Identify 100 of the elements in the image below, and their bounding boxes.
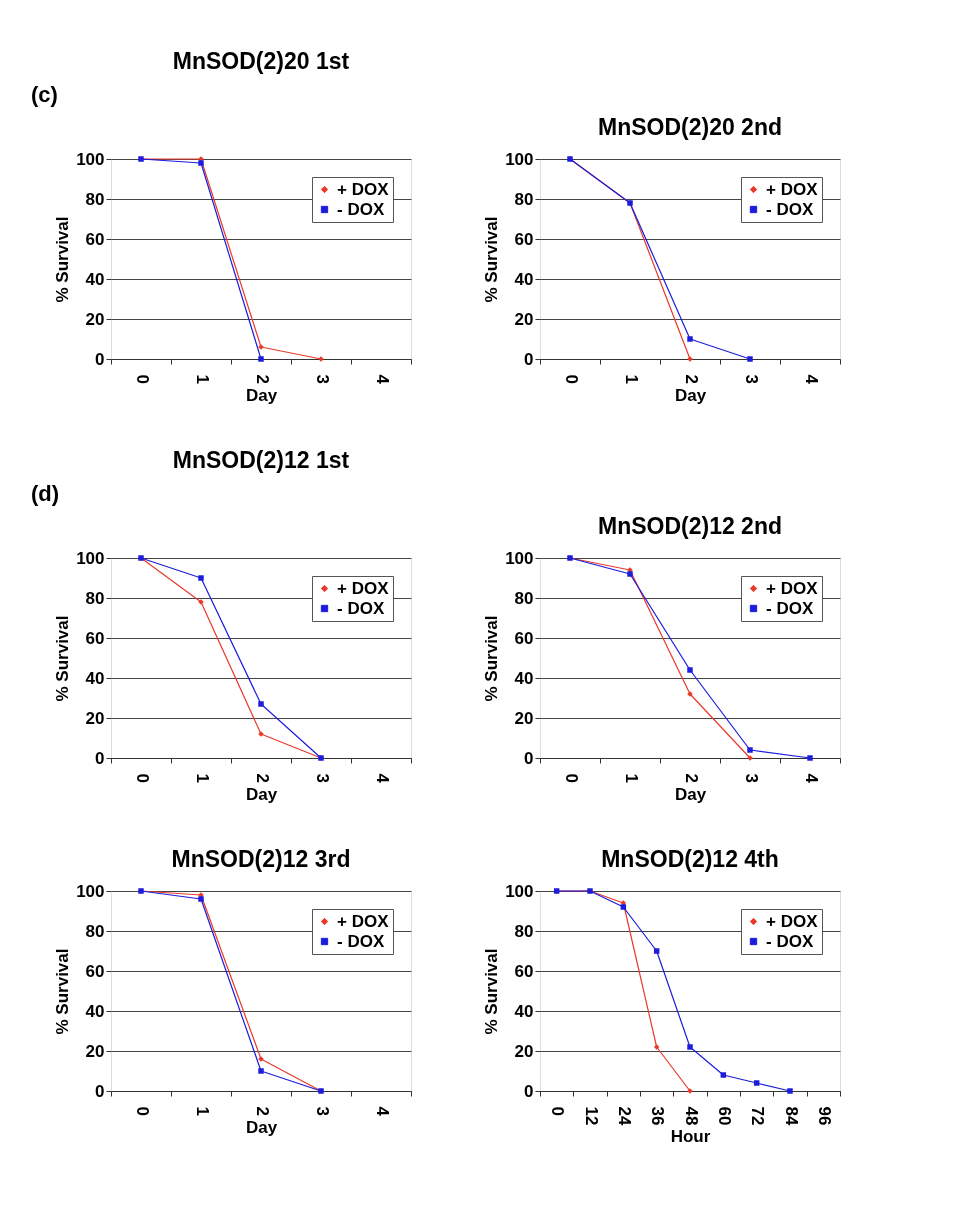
x-tick-label: 3 [312, 374, 332, 384]
y-tick-label: 80 [85, 189, 105, 209]
y-tick-label: 60 [85, 961, 105, 981]
x-tick-label: 36 [648, 1106, 668, 1126]
y-tick-label: 100 [76, 881, 105, 901]
y-tick-label: 20 [514, 708, 534, 728]
x-axis-title: Day [245, 1117, 278, 1137]
text: (d) [31, 481, 60, 506]
x-tick-label: 2 [681, 374, 701, 384]
y-axis-title: % Survival [482, 615, 502, 702]
y-tick-label: 0 [524, 349, 534, 369]
y-tick-label: 80 [514, 189, 534, 209]
point [198, 160, 204, 166]
legend-label: + DOX [766, 179, 819, 199]
point [198, 896, 204, 902]
legend-label: - DOX [766, 199, 814, 219]
y-tick-label: 0 [524, 1081, 534, 1101]
y-tick-label: 60 [514, 229, 534, 249]
x-tick-label: 3 [741, 374, 761, 384]
y-tick-label: 40 [85, 269, 105, 289]
chart-title: MnSOD(2)12 3rd [171, 846, 351, 872]
point [627, 571, 633, 577]
y-tick-label: 40 [85, 668, 105, 688]
x-tick-label: 12 [581, 1106, 601, 1126]
point [787, 1088, 793, 1094]
point [687, 336, 693, 342]
y-tick-label: 0 [524, 748, 534, 768]
x-tick-label: 1 [621, 374, 641, 384]
x-tick-label: 96 [814, 1106, 834, 1126]
point [753, 1080, 760, 1086]
chart-title: MnSOD(2)20 1st [172, 48, 350, 74]
y-tick-label: 40 [514, 269, 534, 289]
y-tick-label: 80 [514, 921, 534, 941]
text: (c) [31, 82, 58, 107]
y-tick-label: 20 [514, 1041, 534, 1061]
chart-title: MnSOD(2)12 4th [601, 846, 779, 872]
y-axis-title: % Survival [53, 615, 73, 702]
legend-label: - DOX [337, 931, 385, 951]
y-tick-label: 100 [76, 149, 105, 169]
y-axis-title: % Survival [482, 948, 502, 1035]
y-tick-label: 80 [514, 588, 534, 608]
x-axis-title: Day [674, 784, 707, 804]
x-tick-label: 60 [714, 1106, 734, 1126]
chart-title: MnSOD(2)20 2nd [597, 114, 783, 140]
x-axis-title: Day [674, 385, 707, 405]
y-axis-title: % Survival [482, 216, 502, 303]
point [653, 1044, 660, 1050]
x-tick-label: 1 [192, 1106, 212, 1116]
x-tick-label: 48 [681, 1106, 701, 1126]
point [198, 575, 204, 581]
x-tick-label: 72 [748, 1106, 768, 1126]
y-tick-label: 60 [514, 628, 534, 648]
point [687, 667, 693, 673]
legend-label: - DOX [766, 931, 814, 951]
x-tick-label: 2 [681, 773, 701, 783]
x-tick-label: 0 [132, 773, 152, 783]
y-tick-label: 100 [505, 548, 534, 568]
chart-title: MnSOD(2)12 1st [172, 447, 350, 473]
y-tick-label: 0 [95, 748, 105, 768]
x-axis-title: Day [245, 784, 278, 804]
y-tick-label: 80 [85, 921, 105, 941]
y-tick-label: 80 [85, 588, 105, 608]
legend-label: - DOX [766, 598, 814, 618]
x-tick-label: 4 [801, 773, 821, 784]
point [720, 1072, 727, 1078]
y-tick-label: 100 [505, 881, 534, 901]
x-tick-label: 0 [561, 773, 581, 783]
legend-label: + DOX [337, 578, 390, 598]
x-tick-label: 3 [741, 773, 761, 783]
point [258, 701, 264, 707]
y-tick-label: 60 [85, 229, 105, 249]
y-tick-label: 100 [505, 149, 534, 169]
x-tick-label: 4 [372, 773, 392, 784]
legend-label: - DOX [337, 199, 385, 219]
point [620, 904, 627, 910]
legend-label: + DOX [337, 179, 390, 199]
y-axis-title: % Survival [53, 948, 73, 1035]
y-tick-label: 100 [76, 548, 105, 568]
chart-title: MnSOD(2)12 2nd [597, 513, 783, 539]
x-tick-label: 3 [312, 1106, 332, 1116]
legend-label: + DOX [766, 911, 819, 931]
x-tick-label: 0 [132, 1106, 152, 1116]
point [747, 356, 753, 362]
x-tick-label: 24 [614, 1106, 634, 1126]
x-tick-label: 4 [372, 374, 392, 385]
y-tick-label: 20 [85, 708, 105, 728]
y-tick-label: 40 [514, 668, 534, 688]
point [807, 755, 813, 761]
legend-label: + DOX [337, 911, 390, 931]
x-tick-label: 0 [548, 1106, 568, 1116]
legend-label: + DOX [766, 578, 819, 598]
x-tick-label: 0 [561, 374, 581, 384]
x-tick-label: 0 [132, 374, 152, 384]
x-tick-label: 84 [781, 1106, 801, 1126]
y-tick-label: 20 [514, 309, 534, 329]
y-tick-label: 20 [85, 309, 105, 329]
y-tick-label: 60 [85, 628, 105, 648]
y-tick-label: 40 [514, 1001, 534, 1021]
x-axis-title: Day [245, 385, 278, 405]
y-tick-label: 60 [514, 961, 534, 981]
